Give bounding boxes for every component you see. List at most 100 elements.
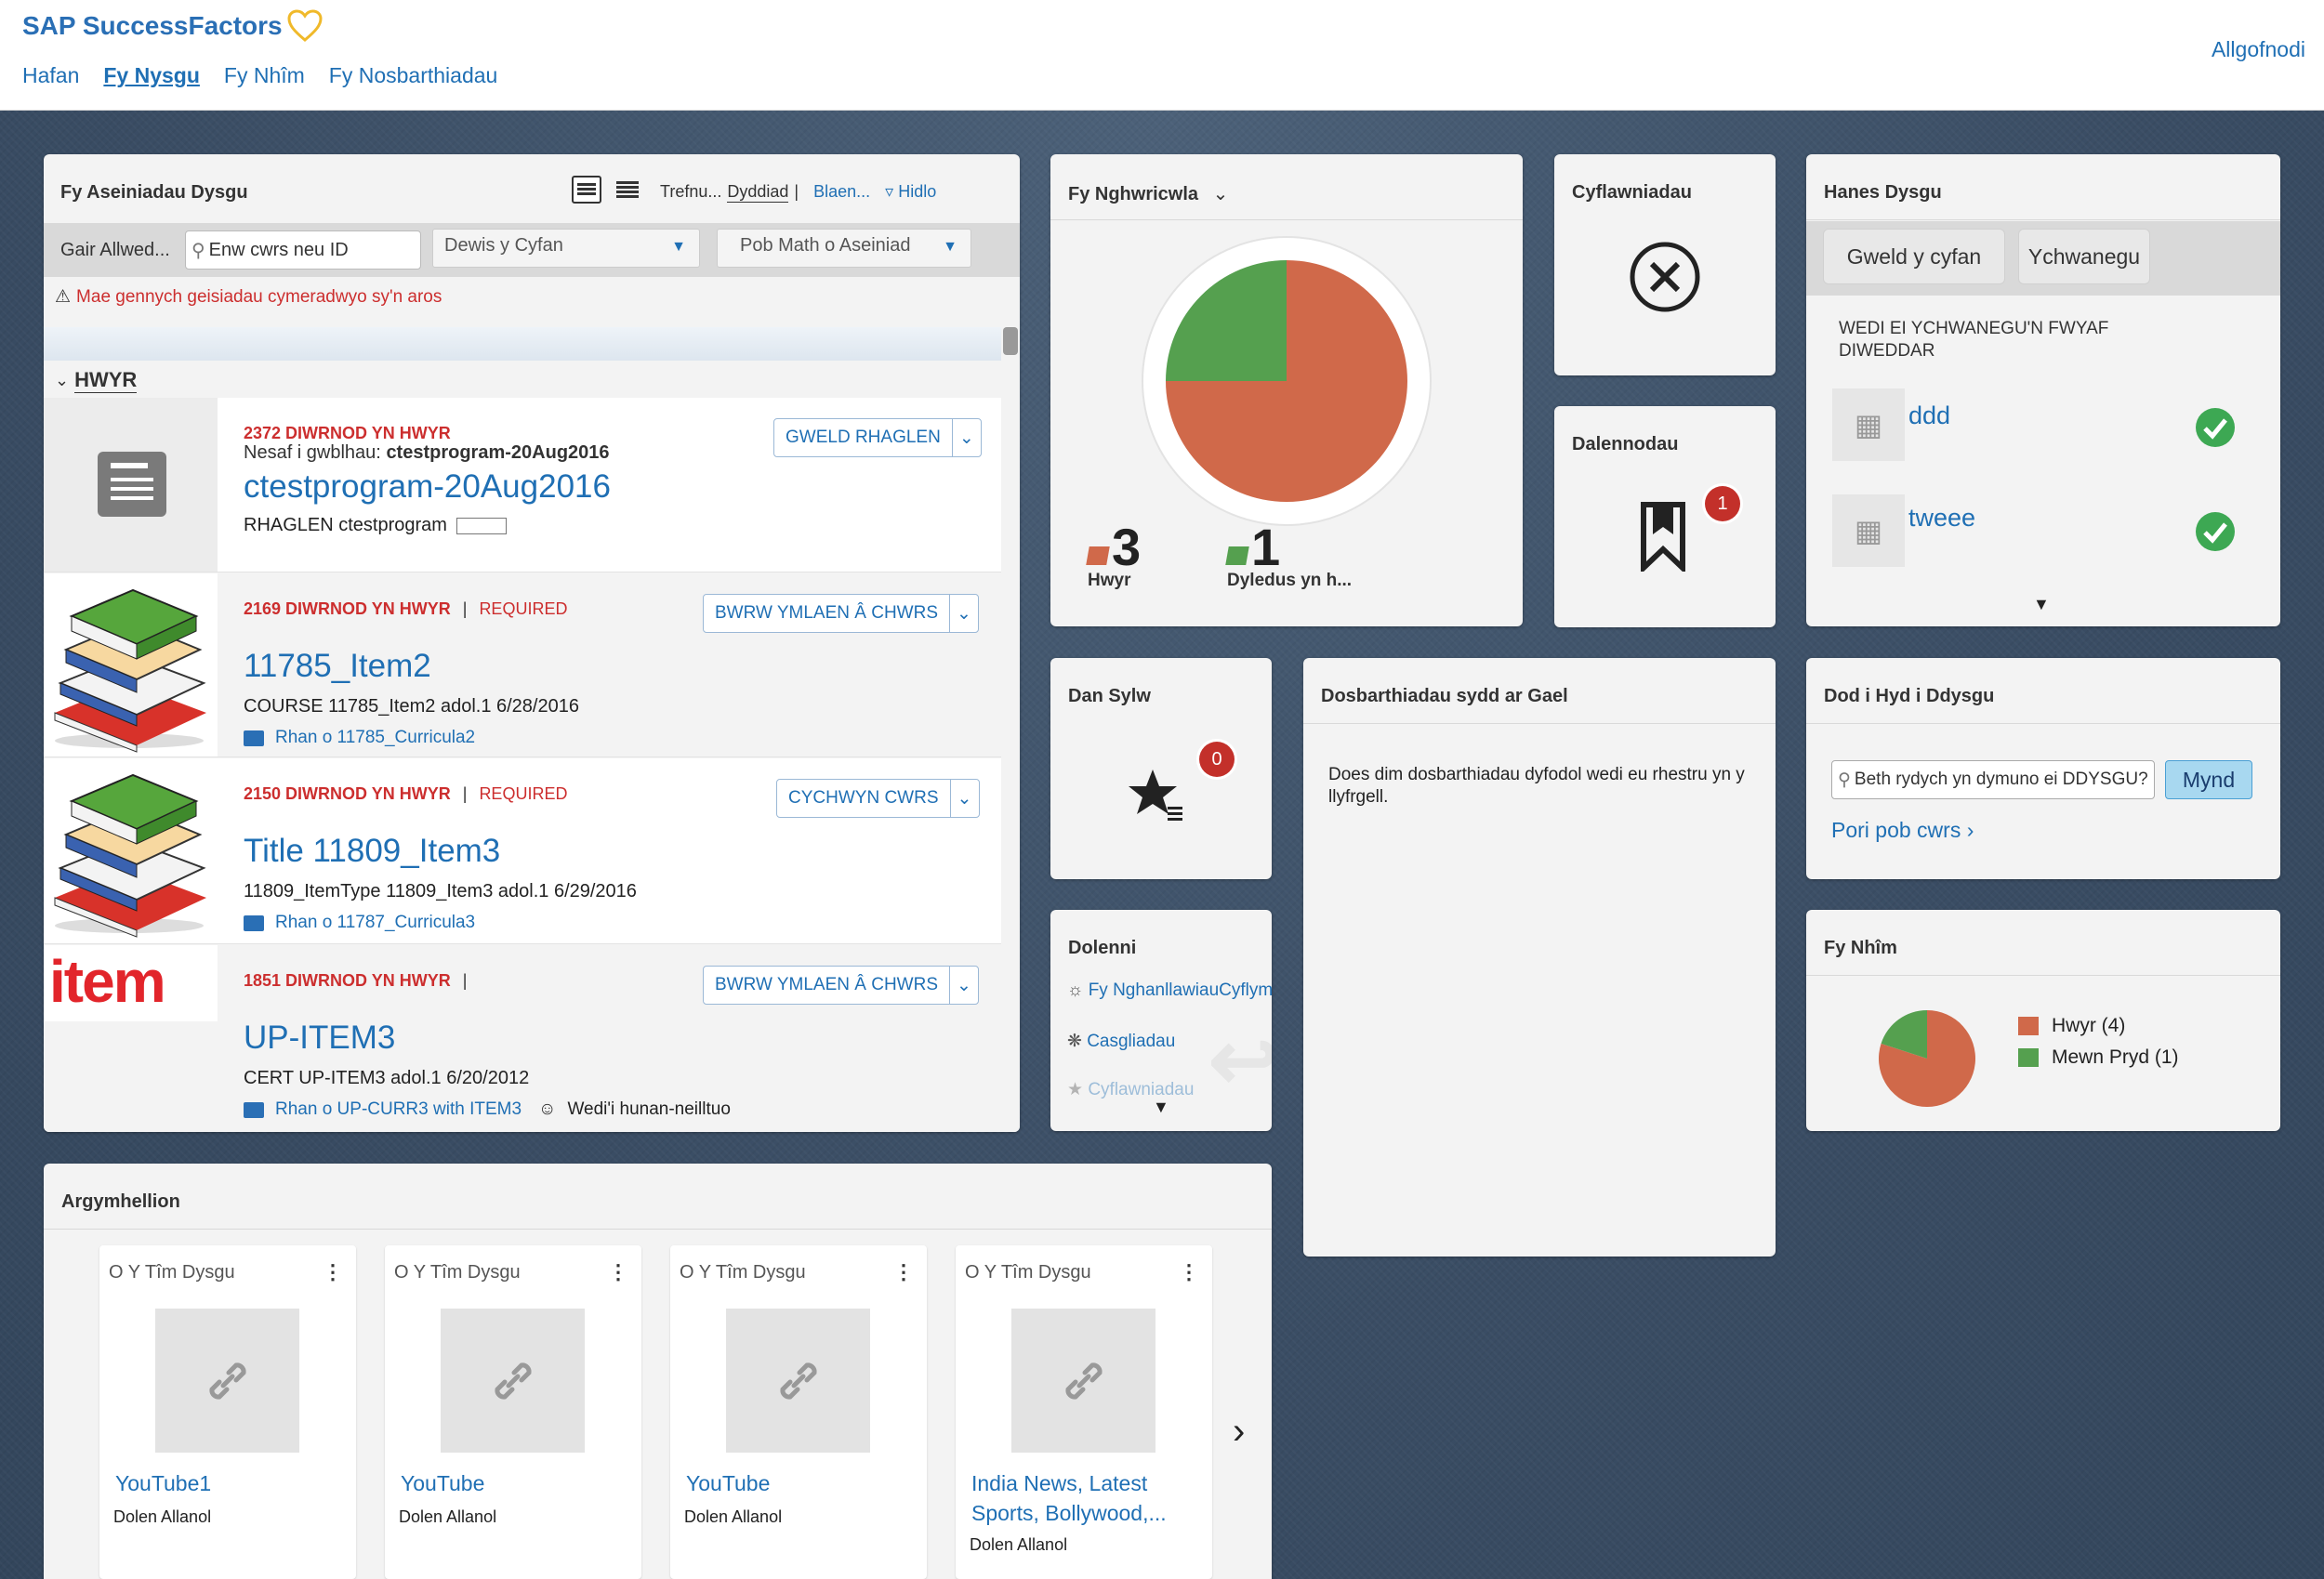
keyword-input[interactable]: ⚲ Enw cwrs neu ID xyxy=(185,230,421,270)
assignment-type-dropdown[interactable]: Pob Math o Aseiniad ▼ xyxy=(717,229,971,268)
course-title[interactable]: UP-ITEM3 xyxy=(244,1020,396,1056)
course-meta-text: RHAGLEN ctestprogram xyxy=(244,515,447,535)
link-icon xyxy=(726,1309,870,1453)
sort-next-link[interactable]: Blaen... xyxy=(813,182,871,201)
overdue-text: 2150 DIWRNOD YN HWYR xyxy=(244,784,451,803)
link-achievements[interactable]: ★ Cyflawniadau xyxy=(1067,1079,1194,1100)
curricula-header[interactable]: Fy Nghwricwla ⌄ xyxy=(1050,154,1523,220)
links-watermark: ↩ xyxy=(1208,1015,1272,1108)
curricula-link[interactable]: Rhan o UP-CURR3 with ITEM3 ☺ Wedi'i huna… xyxy=(244,1099,731,1120)
card-source: O Y Tîm Dysgu xyxy=(109,1262,235,1283)
card-title[interactable]: YouTube xyxy=(686,1471,771,1495)
go-button[interactable]: Mynd xyxy=(2165,760,2252,799)
course-title[interactable]: 11785_Item2 xyxy=(244,648,431,684)
select-all-dropdown[interactable]: Dewis y Cyfan ▼ xyxy=(432,229,700,268)
add-button[interactable]: Ychwanegu xyxy=(2018,229,2150,284)
chevron-down-icon[interactable]: ⌄ xyxy=(957,975,971,995)
warning-icon: ⚠ xyxy=(55,287,72,307)
more-options-icon[interactable]: ⋮ xyxy=(608,1260,628,1283)
chevron-down-icon[interactable]: ⌄ xyxy=(957,788,972,809)
course-title[interactable]: ctestprogram-20Aug2016 xyxy=(244,468,611,505)
sort-select[interactable]: Dyddiad xyxy=(727,182,789,203)
assignment-row[interactable]: 2372 DIWRNOD YN HWYR Nesaf i gwblhau: ct… xyxy=(44,398,1001,572)
link-quick-guides[interactable]: ☼ Fy NghanllawiauCyflymu xyxy=(1067,980,1272,1001)
legend-item-overdue[interactable]: Hwyr (4) xyxy=(2018,1010,2179,1042)
search-icon: ⚲ xyxy=(1838,770,1851,790)
scrollbar[interactable] xyxy=(1001,327,1020,1132)
logo-text: SAP SuccessFactors xyxy=(22,11,283,40)
more-options-icon[interactable]: ⋮ xyxy=(1179,1260,1199,1283)
folder-icon xyxy=(244,1101,264,1118)
team-pie[interactable] xyxy=(1876,1007,1978,1110)
spotlight-tile[interactable]: Dan Sylw 0 xyxy=(1050,658,1272,879)
find-learning-input[interactable]: ⚲ Beth rydych yn dymuno ei DDYSGU? xyxy=(1831,760,2155,799)
assignment-row[interactable]: item 1851 DIWRNOD YN HWYR | UP-ITEM3 CER… xyxy=(44,945,1001,1132)
program-icon xyxy=(98,452,166,517)
course-title[interactable]: Title 11809_Item3 xyxy=(244,833,501,869)
group-label: HWYR xyxy=(74,368,138,393)
link-icon xyxy=(155,1309,299,1453)
curricula-pie[interactable] xyxy=(1138,232,1435,530)
history-item-title[interactable]: tweee xyxy=(1908,504,1976,532)
course-meta: RHAGLEN ctestprogram xyxy=(244,515,507,536)
pie-slice-due[interactable] xyxy=(1166,260,1287,381)
start-course-button[interactable]: CYCHWYN CWRS ⌄ xyxy=(776,779,980,818)
card-title[interactable]: YouTube xyxy=(401,1471,485,1495)
logout-link[interactable]: Allgofnodi xyxy=(2211,37,2305,61)
bookmarks-tile[interactable]: Dalennodau 1 xyxy=(1554,406,1776,627)
nav-my-classes[interactable]: Fy Nosbarthiadau xyxy=(328,63,498,87)
caret-down-icon[interactable]: ▼ xyxy=(1153,1098,1169,1116)
item-logo: item xyxy=(49,948,166,1015)
detail-view-icon[interactable] xyxy=(572,176,601,204)
overdue-label: 2150 DIWRNOD YN HWYR | REQUIRED xyxy=(244,784,568,803)
caret-down-icon[interactable]: ▼ xyxy=(2033,595,2050,613)
chevron-right-icon[interactable]: › xyxy=(1233,1411,1246,1452)
link-collections[interactable]: ❋ Casgliadau xyxy=(1067,1031,1175,1052)
curricula-link[interactable]: Rhan o 11787_Curricula3 xyxy=(244,913,475,933)
achievements-tile[interactable]: Cyflawniadau xyxy=(1554,154,1776,375)
more-options-icon[interactable]: ⋮ xyxy=(893,1260,914,1283)
next-complete: Nesaf i gwblhau: ctestprogram-20Aug2016 xyxy=(244,442,610,464)
nav-my-learning[interactable]: Fy Nysgu xyxy=(103,63,200,87)
browse-courses-link[interactable]: Pori pob cwrs › xyxy=(1831,818,1974,843)
find-learning-header: Dod i Hyd i Ddysgu xyxy=(1806,658,2280,724)
list-view-icon[interactable] xyxy=(613,176,642,204)
classes-empty-message: Does dim dosbarthiadau dyfodol wedi eu r… xyxy=(1328,765,1745,807)
nav-my-team[interactable]: Fy Nhîm xyxy=(223,63,305,87)
filter-link[interactable]: ▿ Hidlo xyxy=(885,182,936,202)
link-icon xyxy=(441,1309,585,1453)
nav-home[interactable]: Hafan xyxy=(22,63,80,87)
recommendation-card[interactable]: O Y Tîm Dysgu ⋮ YouTube1 Dolen Allanol xyxy=(99,1245,356,1579)
card-title[interactable]: India News, Latest Sports, Bollywood,... xyxy=(971,1471,1167,1525)
logo[interactable]: SAP SuccessFactors xyxy=(22,9,324,43)
view-program-button[interactable]: GWELD RHAGLEN ⌄ xyxy=(773,418,982,457)
required-label: REQUIRED xyxy=(479,599,568,618)
group-hwyr[interactable]: ⌄ HWYR xyxy=(55,368,138,393)
more-options-icon[interactable]: ⋮ xyxy=(323,1260,343,1283)
history-item-title[interactable]: ddd xyxy=(1908,401,1951,429)
bookmarks-badge: 1 xyxy=(1705,486,1740,521)
history-item[interactable]: ▦ tweee xyxy=(1832,494,2260,569)
recommendation-card[interactable]: O Y Tîm Dysgu ⋮ YouTube Dolen Allanol xyxy=(385,1245,641,1579)
overdue-count: 3 xyxy=(1112,518,1142,576)
classes-header: Dosbarthiadau sydd ar Gael xyxy=(1303,658,1776,724)
chevron-down-icon[interactable]: ⌄ xyxy=(958,428,974,448)
continue-course-button[interactable]: BWRW YMLAEN Â CHWRS ⌄ xyxy=(703,594,979,633)
approval-warning[interactable]: ⚠ Mae gennych geisiadau cymeradwyo sy'n … xyxy=(55,286,442,308)
assignment-row[interactable]: 2150 DIWRNOD YN HWYR | REQUIRED Title 11… xyxy=(44,758,1001,944)
view-all-button[interactable]: Gweld y cyfan xyxy=(1823,229,2005,284)
curricula-link[interactable]: Rhan o 11785_Curricula2 xyxy=(244,728,475,748)
assignment-row[interactable]: 2169 DIWRNOD YN HWYR | REQUIRED 11785_It… xyxy=(44,573,1001,757)
chevron-down-icon[interactable]: ⌄ xyxy=(1212,184,1229,204)
overdue-text: 2169 DIWRNOD YN HWYR xyxy=(244,599,451,618)
assignments-tile: Fy Aseiniadau Dysgu Trefnu... Dyddiad | … xyxy=(44,154,1020,1132)
card-title[interactable]: YouTube1 xyxy=(115,1471,212,1495)
continue-course-button[interactable]: BWRW YMLAEN Â CHWRS ⌄ xyxy=(703,966,979,1005)
pie-slice-on-time[interactable] xyxy=(1881,1010,1927,1059)
recommendation-card[interactable]: O Y Tîm Dysgu ⋮ India News, Latest Sport… xyxy=(956,1245,1212,1579)
chevron-down-icon[interactable]: ⌄ xyxy=(957,603,971,624)
recommendation-card[interactable]: O Y Tîm Dysgu ⋮ YouTube Dolen Allanol xyxy=(670,1245,927,1579)
history-item[interactable]: ▦ ddd xyxy=(1832,388,2260,463)
legend-item-on-time[interactable]: Mewn Pryd (1) xyxy=(2018,1042,2179,1073)
assignment-type-value: Pob Math o Aseiniad xyxy=(740,235,911,256)
